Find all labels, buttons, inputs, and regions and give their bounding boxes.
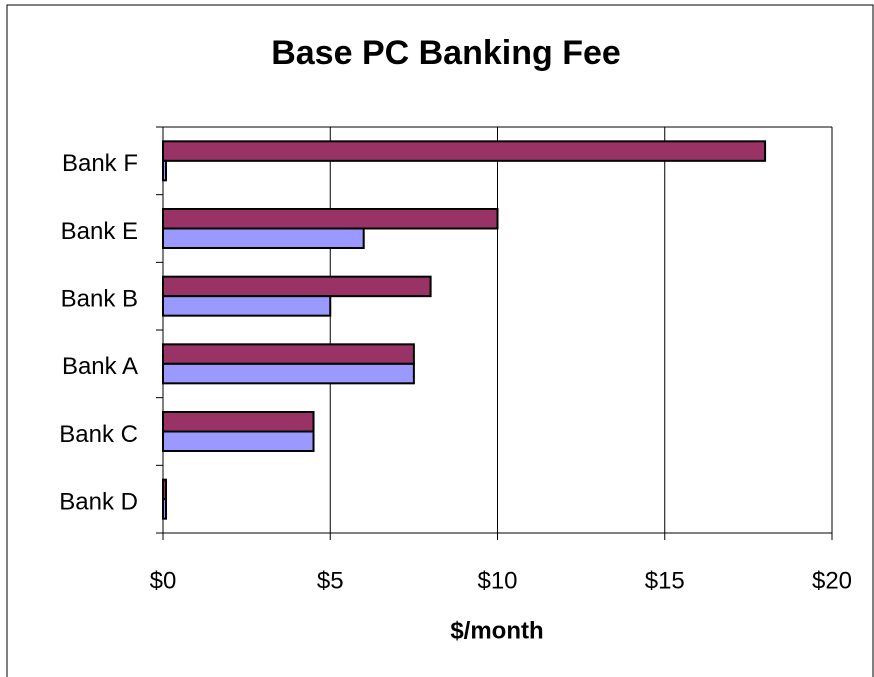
bar [162, 498, 167, 520]
x-axis-label: $/month [450, 617, 543, 644]
y-tick-label: Bank E [61, 218, 138, 245]
bar [162, 295, 332, 317]
y-tick-label: Bank A [62, 353, 138, 380]
bar [162, 430, 315, 452]
chart-frame [6, 4, 874, 677]
bar [162, 362, 415, 385]
x-tick-label: $20 [812, 567, 852, 594]
bar [162, 478, 167, 501]
x-tick-label: $10 [477, 567, 517, 594]
chart-title: Base PC Banking Fee [271, 34, 621, 72]
y-tick-label: Bank B [61, 286, 138, 313]
bar [162, 227, 365, 249]
bar [162, 140, 767, 162]
y-tick-label: Bank F [62, 150, 138, 177]
x-tick-label: $0 [150, 567, 177, 594]
bar [162, 159, 167, 182]
bar [162, 208, 499, 230]
bar [162, 411, 315, 433]
x-tick-label: $5 [317, 567, 344, 594]
y-tick-label: Bank C [59, 421, 138, 448]
bar [162, 275, 432, 298]
bar [162, 343, 415, 365]
y-tick-label: Bank D [59, 489, 138, 516]
x-tick-label: $15 [645, 567, 685, 594]
